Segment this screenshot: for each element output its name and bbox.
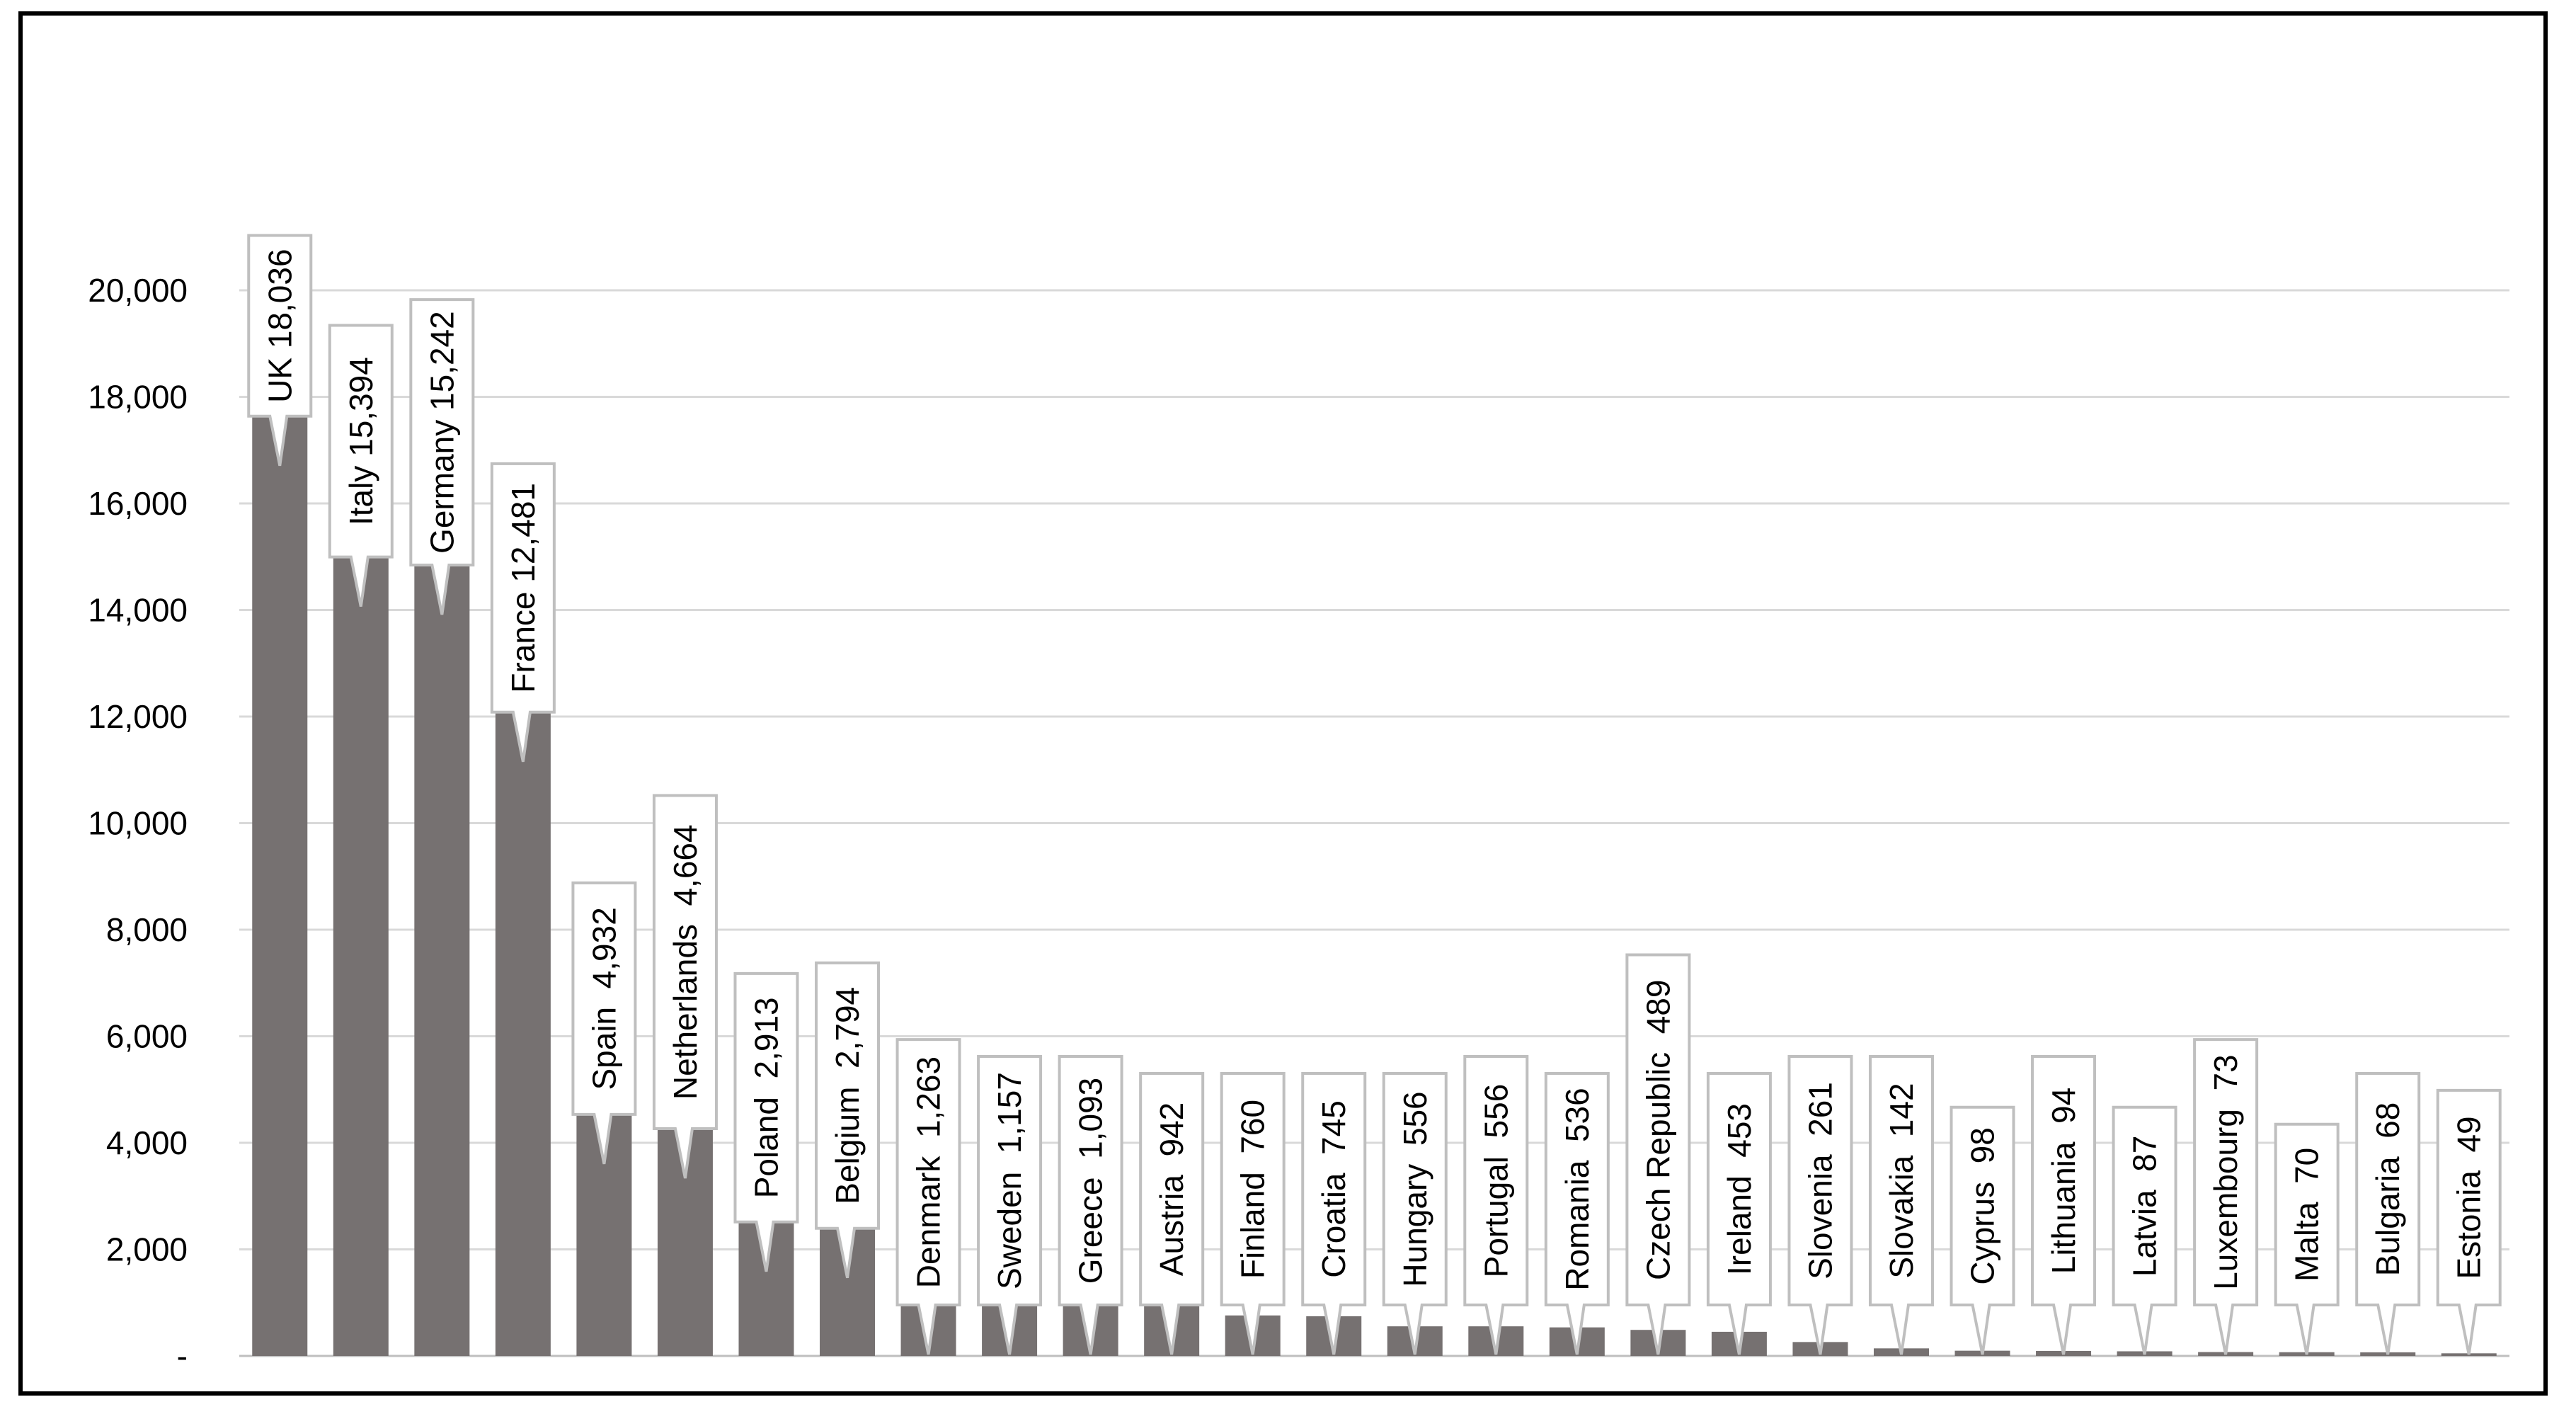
data-label: UK 18,036 <box>261 249 298 402</box>
data-label: Finland 760 <box>1235 1100 1271 1279</box>
data-label-callout <box>1382 1071 1448 1355</box>
data-label-callout <box>1706 1071 1772 1355</box>
data-label-callout <box>1868 1055 1934 1355</box>
data-label: France 12,481 <box>505 483 542 693</box>
data-label: Latvia 87 <box>2126 1136 2163 1277</box>
bar <box>414 544 470 1356</box>
data-label-callout <box>815 961 881 1279</box>
data-label-callout <box>2274 1122 2340 1355</box>
data-label: Netherlands 4,664 <box>667 824 704 1100</box>
data-label-callout <box>409 298 475 615</box>
y-tick-label: 20,000 <box>88 272 188 309</box>
data-label-callout <box>895 1038 961 1355</box>
data-label-callout <box>977 1055 1043 1355</box>
y-tick-label: 18,000 <box>88 379 188 416</box>
data-label: Estonia 49 <box>2451 1116 2488 1279</box>
y-tick-label: 12,000 <box>88 698 188 735</box>
data-label-callout <box>247 234 313 467</box>
data-label: Spain 4,932 <box>585 907 622 1090</box>
data-label-callout <box>490 462 556 763</box>
data-label: Romania 536 <box>1559 1088 1596 1290</box>
y-tick-label: 6,000 <box>106 1018 188 1055</box>
data-label: Luxembourg 73 <box>2207 1054 2244 1289</box>
data-label-callout <box>1463 1055 1529 1355</box>
y-tick-label: 14,000 <box>88 592 188 629</box>
data-label: Poland 2,913 <box>748 997 784 1198</box>
data-label: Croatia 745 <box>1315 1100 1352 1278</box>
bar <box>333 535 389 1356</box>
data-label-callout <box>1058 1055 1123 1355</box>
data-label: Hungary 556 <box>1397 1091 1433 1287</box>
data-label-callout <box>1950 1105 2015 1355</box>
data-label: Lithuania 94 <box>2045 1088 2082 1274</box>
y-tick-label: 2,000 <box>106 1231 188 1268</box>
data-label: Belgium 2,794 <box>829 987 866 1204</box>
data-label-callout <box>1220 1071 1286 1355</box>
data-label: Malta 70 <box>2289 1148 2325 1282</box>
data-label: Portugal 556 <box>1477 1084 1514 1278</box>
data-label-callout <box>2355 1071 2421 1355</box>
data-label-callout <box>1625 953 1691 1355</box>
data-label: Bulgaria 68 <box>2369 1102 2406 1277</box>
data-label: Sweden 1,157 <box>991 1072 1028 1289</box>
data-label-callout <box>2436 1088 2502 1355</box>
data-label: Austria 942 <box>1153 1102 1190 1276</box>
data-label: Denmark 1,263 <box>910 1056 947 1288</box>
data-label-callout <box>328 324 394 607</box>
data-label-callout <box>652 794 718 1179</box>
data-label: Slovenia 261 <box>1802 1082 1838 1279</box>
data-label: Ireland 453 <box>1721 1103 1758 1275</box>
y-tick-label: 8,000 <box>106 911 188 948</box>
data-label-callout <box>571 881 637 1165</box>
data-label-callout <box>733 971 799 1272</box>
data-label-callout <box>1301 1071 1367 1355</box>
y-tick-label: 4,000 <box>106 1124 188 1161</box>
data-label-callout <box>2112 1105 2177 1355</box>
y-tick-label: 10,000 <box>88 805 188 842</box>
bar <box>252 394 308 1356</box>
data-label: Cyprus 98 <box>1964 1127 2001 1284</box>
data-label: Italy 15,394 <box>343 357 379 525</box>
y-tick-label: - <box>177 1338 188 1374</box>
y-tick-label: 16,000 <box>88 485 188 522</box>
data-label-callout <box>1787 1055 1853 1355</box>
bar <box>495 690 551 1356</box>
data-label: Slovakia 142 <box>1883 1083 1920 1278</box>
data-label-callout <box>1544 1071 1610 1355</box>
data-label: Greece 1,093 <box>1072 1078 1109 1284</box>
data-label-callout <box>1139 1071 1205 1355</box>
data-label-callout <box>2031 1055 2097 1355</box>
data-label: Germany 15,242 <box>423 311 460 554</box>
data-label: Czech Republic 489 <box>1639 980 1676 1280</box>
data-label-callout <box>2193 1038 2259 1355</box>
